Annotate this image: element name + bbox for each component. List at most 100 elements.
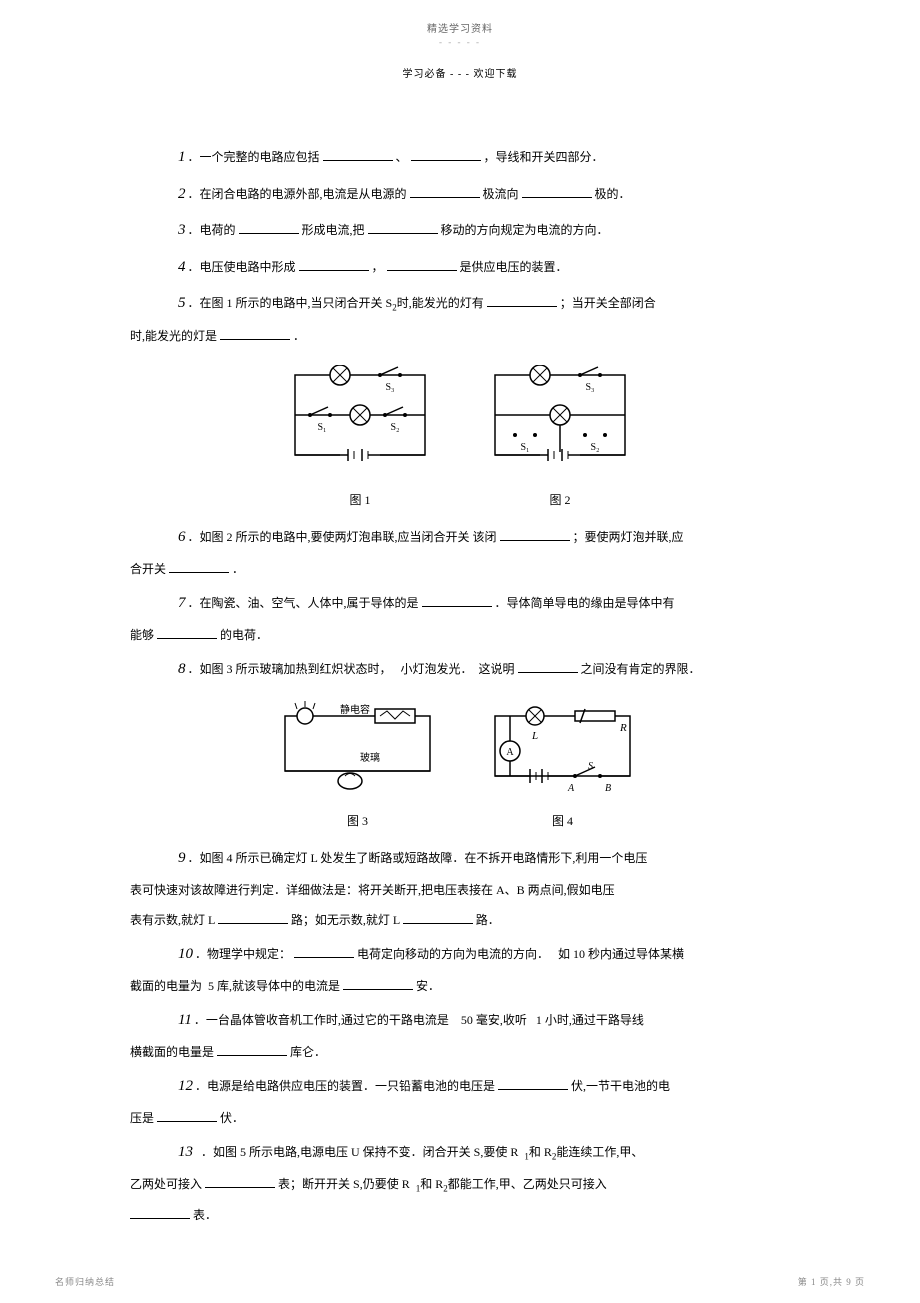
question-10: 10．物理学中规定： 电荷定向移动的方向为电流的方向． 如 10 秒内通过导体某… <box>130 937 790 972</box>
header-top: 精选学习资料 <box>0 0 920 35</box>
blank <box>522 186 592 198</box>
q12-b: 伏,一节干电池的电 <box>571 1079 670 1093</box>
question-10-cont: 截面的电量为 5 库,就该导体中的电流是 安． <box>130 973 790 1001</box>
q9-l2: 表可快速对该故障进行判定．详细做法是：将开关断开,把电压表接在 A、B 两点间,… <box>130 883 615 897</box>
q13-cb: 表；断开开关 S,仍要使 R <box>278 1177 410 1191</box>
q5-b: 时,能发光的灯有 <box>397 296 484 310</box>
document-content: 1．一个完整的电路应包括 、 ，导线和开关四部分． 2．在闭合电路的电源外部,电… <box>0 80 920 1229</box>
blank <box>368 222 438 234</box>
q3-num: 3 <box>154 213 186 248</box>
question-8: 8．如图 3 所示玻璃加热到红炽状态时， 小灯泡发光． 这说明 之间没有肯定的界… <box>130 652 790 687</box>
blank <box>500 529 570 541</box>
q12-num: 12 <box>154 1069 193 1104</box>
blank <box>220 328 290 340</box>
q13-c: 能连续工作,甲、 <box>556 1145 643 1159</box>
q13-ca: 乙两处可接入 <box>130 1177 202 1191</box>
question-11-cont: 横截面的电量是 库仑． <box>130 1039 790 1067</box>
q10-b: 电荷定向移动的方向为电流的方向． <box>357 947 549 961</box>
question-7-cont: 能够 的电荷． <box>130 622 790 650</box>
blank <box>323 149 393 161</box>
q4-b: ， <box>372 260 384 274</box>
figure-2: S₃ S₁ S₂ 图 2 <box>480 365 640 515</box>
question-13-cont1: 乙两处可接入 表；断开开关 S,仍要使 R 1和 R2都能工作,甲、乙两处只可接… <box>130 1171 790 1199</box>
q10-d: 5 库,就该导体中的电流是 <box>208 979 340 993</box>
question-12-cont: 压是 伏． <box>130 1105 790 1133</box>
q11-c: 1 小时,通过干路导线 <box>536 1013 644 1027</box>
q5-cont: 时,能发光的灯是 <box>130 329 217 343</box>
q7-c: 的电荷． <box>220 628 268 642</box>
q5-c: ；当开关全部闭合 <box>560 296 656 310</box>
circuit-diagram-4: L R A A <box>480 701 645 796</box>
svg-text:S₃: S₃ <box>385 382 394 393</box>
svg-text:R: R <box>619 722 627 734</box>
question-2: 2．在闭合电路的电源外部,电流是从电源的 极流向 极的． <box>130 177 790 212</box>
q9-l3b: 路；如无示数,就灯 L <box>291 913 400 927</box>
blank <box>411 149 481 161</box>
blank <box>157 627 217 639</box>
blank <box>217 1044 287 1056</box>
q9-l3c: 路． <box>476 913 500 927</box>
q11-d: 库仑． <box>290 1045 326 1059</box>
q6-b: ；要使两灯泡并联,应 <box>573 530 684 544</box>
q8-b: 小灯泡发光． <box>401 662 473 676</box>
question-13-cont2: 表． <box>130 1202 790 1230</box>
svg-text:S₁: S₁ <box>520 442 529 453</box>
q6-a: ．如图 2 所示的电路中,要使两灯泡串联,应当闭合开关 该闭 <box>188 530 497 544</box>
blank <box>157 1110 217 1122</box>
figure-1: S₃ S₁ S₂ 图 1 <box>280 365 440 515</box>
q3-b: 形成电流,把 <box>302 223 365 237</box>
fig1-label: 图 1 <box>280 487 440 515</box>
svg-text:S: S <box>588 761 593 772</box>
q2-b: 极流向 <box>483 187 519 201</box>
q9-a: ．如图 4 所示已确定灯 L 处发生了断路或短路故障．在不拆开电路情形下,利用一… <box>188 851 648 865</box>
blank <box>169 561 229 573</box>
q5-a: ．在图 1 所示的电路中,当只闭合开关 S <box>188 296 393 310</box>
q7-cont: 能够 <box>130 628 154 642</box>
question-9-line3: 表有示数,就灯 L 路；如无示数,就灯 L 路． <box>130 907 790 935</box>
q3-c: 移动的方向规定为电流的方向． <box>441 223 609 237</box>
q13-cc: 和 R <box>420 1177 443 1191</box>
blank <box>498 1078 568 1090</box>
question-9-line2: 表可快速对该故障进行判定．详细做法是：将开关断开,把电压表接在 A、B 两点间,… <box>130 877 790 905</box>
q2-c: 极的． <box>595 187 631 201</box>
blank <box>410 186 480 198</box>
svg-text:A: A <box>567 783 575 794</box>
figure-4: L R A A <box>480 701 645 836</box>
blank <box>239 222 299 234</box>
q4-c: 是供应电压的装置． <box>460 260 568 274</box>
question-13: 13 ．如图 5 所示电路,电源电压 U 保持不变．闭合开关 S,要使 R 1和… <box>130 1135 790 1170</box>
svg-text:B: B <box>605 783 611 794</box>
svg-text:S₁: S₁ <box>317 422 326 433</box>
question-9: 9．如图 4 所示已确定灯 L 处发生了断路或短路故障．在不拆开电路情形下,利用… <box>130 841 790 876</box>
q10-num: 10 <box>154 937 193 972</box>
footer-right: 第 1 页,共 9 页 <box>798 1275 865 1288</box>
svg-text:S₂: S₂ <box>390 422 399 433</box>
q10-a: ．物理学中规定： <box>195 947 291 961</box>
q4-a: ．电压使电路中形成 <box>188 260 296 274</box>
q4-num: 4 <box>154 250 186 285</box>
fig4-label: 图 4 <box>480 808 645 836</box>
question-4: 4．电压使电路中形成 ， 是供应电压的装置． <box>130 250 790 285</box>
circuit-diagram-2: S₃ S₁ S₂ <box>480 365 640 475</box>
blank <box>294 946 354 958</box>
question-5: 5．在图 1 所示的电路中,当只闭合开关 S2时,能发光的灯有 ；当开关全部闭合 <box>130 286 790 321</box>
header-dash: - - - - - <box>0 37 920 47</box>
figure-row-1: S₃ S₁ S₂ 图 1 <box>130 365 790 515</box>
q9-l3a: 表有示数,就灯 L <box>130 913 215 927</box>
q12-cont: 压是 <box>130 1111 154 1125</box>
q2-a: ．在闭合电路的电源外部,电流是从电源的 <box>188 187 407 201</box>
q13-a: ．如图 5 所示电路,电源电压 U 保持不变．闭合开关 S,要使 R <box>201 1145 518 1159</box>
question-11: 11．一台晶体管收音机工作时,通过它的干路电流是 50 毫安,收听 1 小时,通… <box>130 1003 790 1038</box>
blank <box>422 595 492 607</box>
blank <box>130 1207 190 1219</box>
q13-num: 13 <box>154 1135 193 1170</box>
q8-c: 这说明 <box>479 662 515 676</box>
q2-num: 2 <box>154 177 186 212</box>
q12-c: 伏． <box>220 1111 244 1125</box>
q1-num: 1 <box>154 140 186 175</box>
q10-e: 安． <box>416 979 440 993</box>
q12-a: ．电源是给电路供应电压的装置．一只铅蓄电池的电压是 <box>195 1079 495 1093</box>
blank <box>387 259 457 271</box>
blank <box>518 661 578 673</box>
svg-text:A: A <box>506 747 514 758</box>
